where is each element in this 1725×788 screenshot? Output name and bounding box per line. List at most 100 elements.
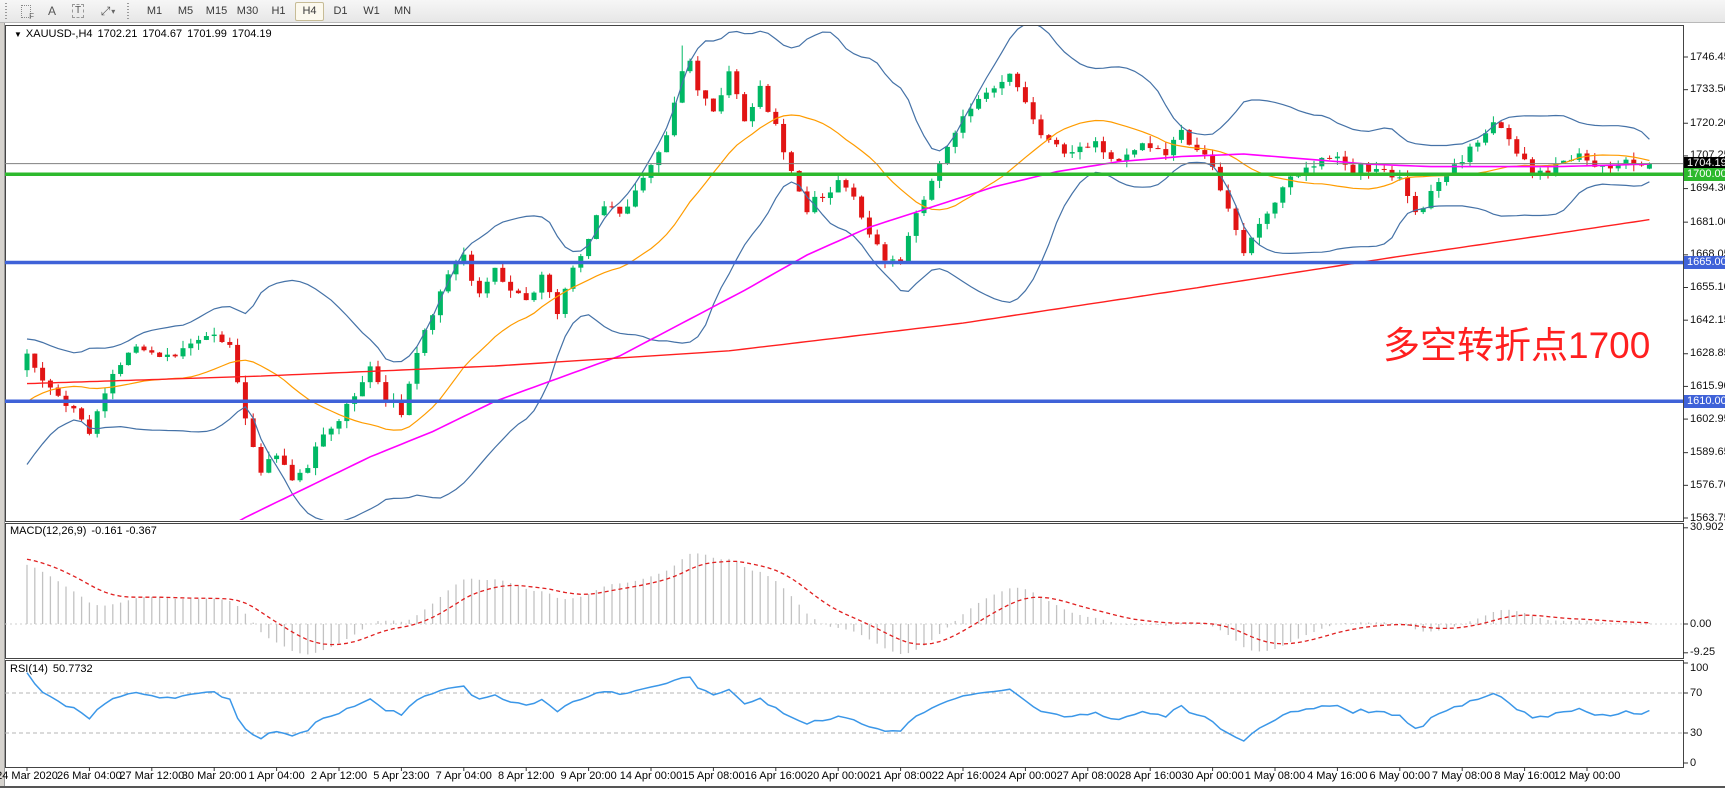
date-label: 8 May 16:00 [1494, 770, 1555, 782]
date-label: 27 Apr 08:00 [1056, 770, 1119, 782]
rsi-panel-surface[interactable] [5, 660, 1683, 767]
timeframe-W1[interactable]: W1 [363, 4, 380, 17]
candle-up [1397, 177, 1403, 179]
candle-down [1155, 148, 1161, 150]
candle-up [531, 292, 537, 301]
timeframe-H4[interactable]: H4 [295, 1, 324, 21]
candle-up [328, 428, 334, 435]
candle-up [1007, 73, 1013, 82]
candle-up [991, 88, 997, 93]
dropdown-caret-icon[interactable]: ▾ [111, 6, 116, 16]
candle-down [1545, 170, 1551, 173]
dotted-grid-icon[interactable]: F [14, 2, 38, 21]
date-label: 14 Apr 00:00 [619, 770, 683, 782]
candle-down [469, 254, 475, 281]
letter-t-glyph: T [71, 4, 85, 18]
candle-up [422, 329, 428, 353]
timeframe-M30[interactable]: M30 [236, 4, 259, 17]
candle-down [547, 274, 553, 293]
candle-down [40, 367, 46, 381]
candle-up [625, 206, 631, 214]
candle-up [164, 354, 170, 357]
symbol-dropdown-icon[interactable]: ▼ [14, 30, 22, 39]
bollinger-upper [26, 26, 1650, 363]
candle-up [1272, 202, 1278, 214]
candle-up [453, 263, 459, 275]
timeframe-MN[interactable]: MN [393, 4, 412, 17]
date-label: 1 May 08:00 [1244, 770, 1306, 782]
candle-up [640, 177, 646, 191]
candle-up [929, 180, 935, 200]
candle-down [141, 346, 147, 351]
candle-down [1412, 195, 1418, 213]
candle-down [1506, 128, 1512, 140]
candle-up [461, 254, 467, 264]
candle-down [1210, 154, 1216, 167]
candle-down [1061, 144, 1067, 154]
date-label: 26 Mar 04:00 [56, 770, 122, 782]
candle-down [55, 387, 61, 396]
candle-down [1046, 135, 1052, 140]
candle-down [86, 419, 92, 434]
level-price-box-1610.00: 1610.00 [1684, 394, 1725, 408]
candle-down [710, 98, 716, 112]
text-box-icon[interactable]: T [66, 2, 90, 21]
date-label: 24 Mar 2020 [0, 770, 58, 782]
chart-annotation: 多空转折点1700 [1383, 325, 1651, 366]
candle-up [118, 365, 124, 374]
candle-up [1600, 165, 1606, 167]
macd-panel-surface[interactable] [5, 523, 1683, 658]
timeframe-M15[interactable]: M15 [205, 4, 228, 17]
price-tick-label: 1681.00 [1690, 215, 1725, 228]
candle-down [820, 196, 826, 199]
ma-red [26, 218, 1650, 385]
candle-up [320, 434, 326, 447]
toolbar-grip[interactable] [4, 3, 9, 19]
timeframe-M1[interactable]: M1 [146, 4, 163, 17]
candle-up [1093, 141, 1099, 148]
candle-up [905, 235, 911, 262]
candle-up [344, 403, 350, 422]
price-tick-label: 1602.95 [1690, 412, 1725, 425]
date-label: 21 Apr 08:00 [869, 770, 932, 782]
candle-down [703, 90, 709, 99]
date-label: 12 May 00:00 [1553, 770, 1621, 782]
candle-down [796, 170, 802, 192]
ma-magenta [239, 153, 1650, 520]
date-label: 16 Apr 16:00 [744, 770, 807, 782]
candle-down [172, 354, 178, 357]
timeframe-M5[interactable]: M5 [177, 4, 194, 17]
arrow-tool-icon[interactable]: ⤢ ▾ [92, 2, 124, 21]
candle-up [913, 213, 919, 236]
candle-up [1444, 174, 1450, 183]
candle-down [47, 380, 53, 388]
toolbar-grip-2[interactable] [126, 3, 131, 19]
candle-up [1451, 164, 1457, 175]
candle-down [508, 281, 514, 291]
timeframe-D1[interactable]: D1 [333, 4, 348, 17]
dotted-grid-glyph: F [21, 4, 34, 21]
candle-down [1366, 163, 1372, 172]
candle-down [1584, 153, 1590, 161]
candle-down [788, 152, 794, 171]
candle-down [523, 293, 529, 301]
main-chart-surface[interactable] [5, 25, 1683, 521]
text-label-icon[interactable]: A [40, 2, 64, 21]
candle-up [297, 472, 303, 481]
candle-up [952, 132, 958, 147]
ohlc-open: 1702.21 [97, 28, 138, 40]
candle-down [515, 290, 521, 294]
candle-up [1069, 152, 1075, 154]
candle-up [1623, 159, 1629, 166]
candle-up [1139, 143, 1145, 151]
candle-up [539, 274, 545, 293]
candle-down [157, 352, 163, 357]
rsi-panel-frame [5, 660, 1684, 768]
date-label: 22 Apr 16:00 [931, 770, 995, 782]
date-label: 15 Apr 08:00 [682, 770, 745, 782]
date-label: 4 May 16:00 [1307, 770, 1368, 782]
candle-down [1498, 122, 1504, 129]
macd-panel-frame [5, 523, 1684, 659]
timeframe-H1[interactable]: H1 [271, 4, 286, 17]
